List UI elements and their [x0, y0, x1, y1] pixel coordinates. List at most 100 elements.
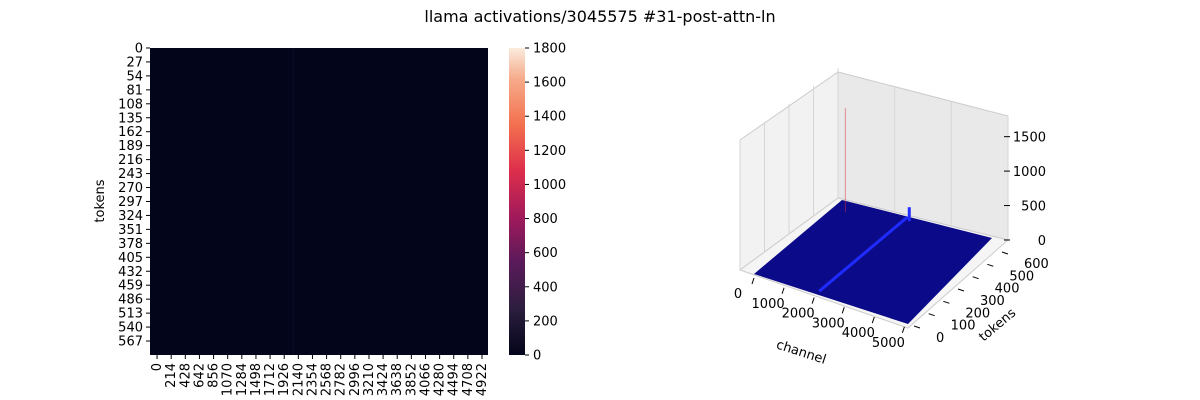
colorbar-tick-label: 800 [533, 212, 558, 227]
heatmap-x-tick-label: 2354 [305, 363, 320, 396]
heatmap-y-tick-label: 486 [118, 293, 143, 308]
heatmap-y-tick-label: 243 [118, 167, 143, 182]
heatmap-y-tick-label: 324 [118, 209, 143, 224]
heatmap-y-tick-label: 27 [126, 55, 143, 70]
heatmap-y-tick-label: 513 [118, 307, 143, 322]
surface3d-y-tick-mark [1001, 251, 1009, 255]
colorbar-tick-label: 400 [533, 280, 558, 295]
heatmap-x-tick-label: 4066 [418, 363, 433, 396]
heatmap-y-tick-label: 162 [118, 125, 143, 140]
surface3d-x-tick-mark [901, 326, 905, 333]
surface3d-x-tick-label: 1000 [752, 297, 785, 312]
heatmap-y-tick-label: 0 [135, 41, 143, 56]
surface3d-x-tick-label: 3000 [812, 316, 845, 331]
heatmap-x-tick-label: 4494 [447, 363, 462, 396]
colorbar-tick-label: 200 [533, 314, 558, 329]
colorbar-tick-label: 1200 [533, 144, 566, 159]
heatmap-x-tick-label: 1498 [249, 363, 264, 396]
heatmap-x-tick-label: 2568 [320, 363, 335, 396]
heatmap-x-tick-label: 642 [192, 363, 207, 388]
heatmap-y-tick-label: 405 [118, 251, 143, 266]
heatmap-x-tick-label: 1926 [277, 363, 292, 396]
surface3d-x-tick-mark [841, 307, 845, 314]
heatmap-x-tick-label: 1284 [235, 363, 250, 396]
surface3d-y-tick-label: 100 [951, 319, 976, 334]
heatmap-x-tick-label: 2782 [334, 363, 349, 396]
heatmap-y-tick-label: 567 [118, 335, 143, 350]
heatmap-y-tick-label: 378 [118, 237, 143, 252]
heatmap-y-tick-label: 270 [118, 181, 143, 196]
colorbar-ticks: 0 200 400 600 800 1000 1200 1400 1600 1800 [525, 42, 566, 364]
surface3d-y-tick-label: 0 [936, 331, 944, 346]
heatmap-x-tick-label: 4708 [461, 363, 476, 396]
heatmap-y-tick-label: 54 [126, 69, 143, 84]
colorbar-tick-label: 0 [533, 349, 541, 364]
heatmap-x-tick-label: 3852 [404, 363, 419, 396]
surface3d-y-tick-label: 200 [965, 306, 990, 321]
heatmap-ylabel: tokens [93, 179, 108, 222]
heatmap-x-tick-label: 0 [150, 363, 165, 371]
surface3d-y-tick-label: 500 [1009, 269, 1034, 284]
colorbar-tick-label: 1800 [533, 42, 566, 57]
surface3d-z-tick-label: 1000 [1013, 165, 1046, 180]
surface3d-x-tick-label: 0 [734, 287, 742, 302]
heatmap-y-ticks: 0275481108135162189216243270297324351378… [118, 41, 150, 350]
surface3d-z-tick-label: 1500 [1013, 131, 1046, 146]
heatmap-x-tick-label: 428 [178, 363, 193, 388]
heatmap-x-tick-label: 4922 [475, 363, 490, 396]
surface3d-grid [739, 68, 1009, 270]
heatmap-x-tick-label: 3210 [362, 363, 377, 396]
heatmap-x-tick-label: 4280 [433, 363, 448, 396]
surface3d-y-tick-mark [943, 300, 950, 304]
heatmap-panel: 0 214 428 642 856 1070 1284 1498 1712 1926 2140 235… [93, 41, 490, 396]
heatmap-x-ticks: 0 214 428 642 856 1070 1284 1498 1712 1926 2140 235… [150, 355, 490, 396]
surface3d-y-tick-label: 400 [995, 282, 1020, 297]
surface-plane [754, 200, 992, 324]
heatmap-x-tick-label: 1070 [221, 363, 236, 396]
surface3d-x-tick-label: 2000 [782, 307, 815, 322]
surface3d-y-tick-label: 300 [980, 294, 1005, 309]
heatmap-x-tick-label: 3424 [376, 363, 391, 396]
heatmap-y-tick-label: 135 [118, 111, 143, 126]
surface3d-z-ticks: 0 500 1000 1500 [1004, 131, 1046, 249]
surface3d-z-tick-label: 0 [1038, 234, 1046, 249]
colorbar-tick-label: 1400 [533, 110, 566, 125]
heatmap-y-tick-label: 432 [118, 265, 143, 280]
heatmap-y-tick-label: 81 [126, 83, 143, 98]
surface3d-y-tick-mark [972, 276, 979, 280]
surface3d-y-tick-mark [987, 263, 994, 267]
heatmap-x-tick-label: 214 [164, 363, 179, 388]
heatmap-y-tick-label: 351 [118, 223, 143, 238]
colorbar-gradient [509, 48, 525, 355]
heatmap-x-tick-label: 856 [207, 363, 222, 388]
surface3d-x-tick-label: 5000 [872, 336, 905, 351]
surface3d-x-tick-mark [811, 297, 815, 304]
heatmap-y-tick-label: 297 [118, 195, 143, 210]
heatmap-y-tick-label: 459 [118, 279, 143, 294]
heatmap-y-tick-label: 108 [118, 97, 143, 112]
surface3d-x-tick-mark [871, 316, 875, 324]
heatmap-y-tick-label: 540 [118, 321, 143, 336]
surface3d-y-tick-label: 600 [1024, 257, 1049, 272]
surface3d-y-tick-mark [928, 313, 935, 317]
surface3d-z-tick-label: 500 [1021, 200, 1046, 215]
surface3d-xlabel: channel [774, 338, 828, 368]
heatmap-y-tick-label: 216 [118, 153, 143, 168]
heatmap-area [150, 48, 488, 355]
heatmap-x-tick-label: 3638 [390, 363, 405, 396]
colorbar: 0 200 400 600 800 1000 1200 1400 1600 1800 [509, 42, 566, 364]
heatmap-x-tick-label: 1712 [263, 363, 278, 396]
colorbar-tick-label: 1600 [533, 76, 566, 91]
figure-title: llama activations/3045575 #31-post-attn-… [424, 7, 775, 26]
surface-spike-ridge [818, 216, 909, 293]
surface3d-x-tick-mark [781, 287, 785, 294]
surface3d-x-tick-label: 4000 [842, 326, 875, 341]
colorbar-tick-label: 1000 [533, 178, 566, 193]
surface3d-x-tick-mark [751, 277, 755, 285]
heatmap-y-tick-label: 189 [118, 139, 143, 154]
heatmap-x-tick-label: 2996 [348, 363, 363, 396]
